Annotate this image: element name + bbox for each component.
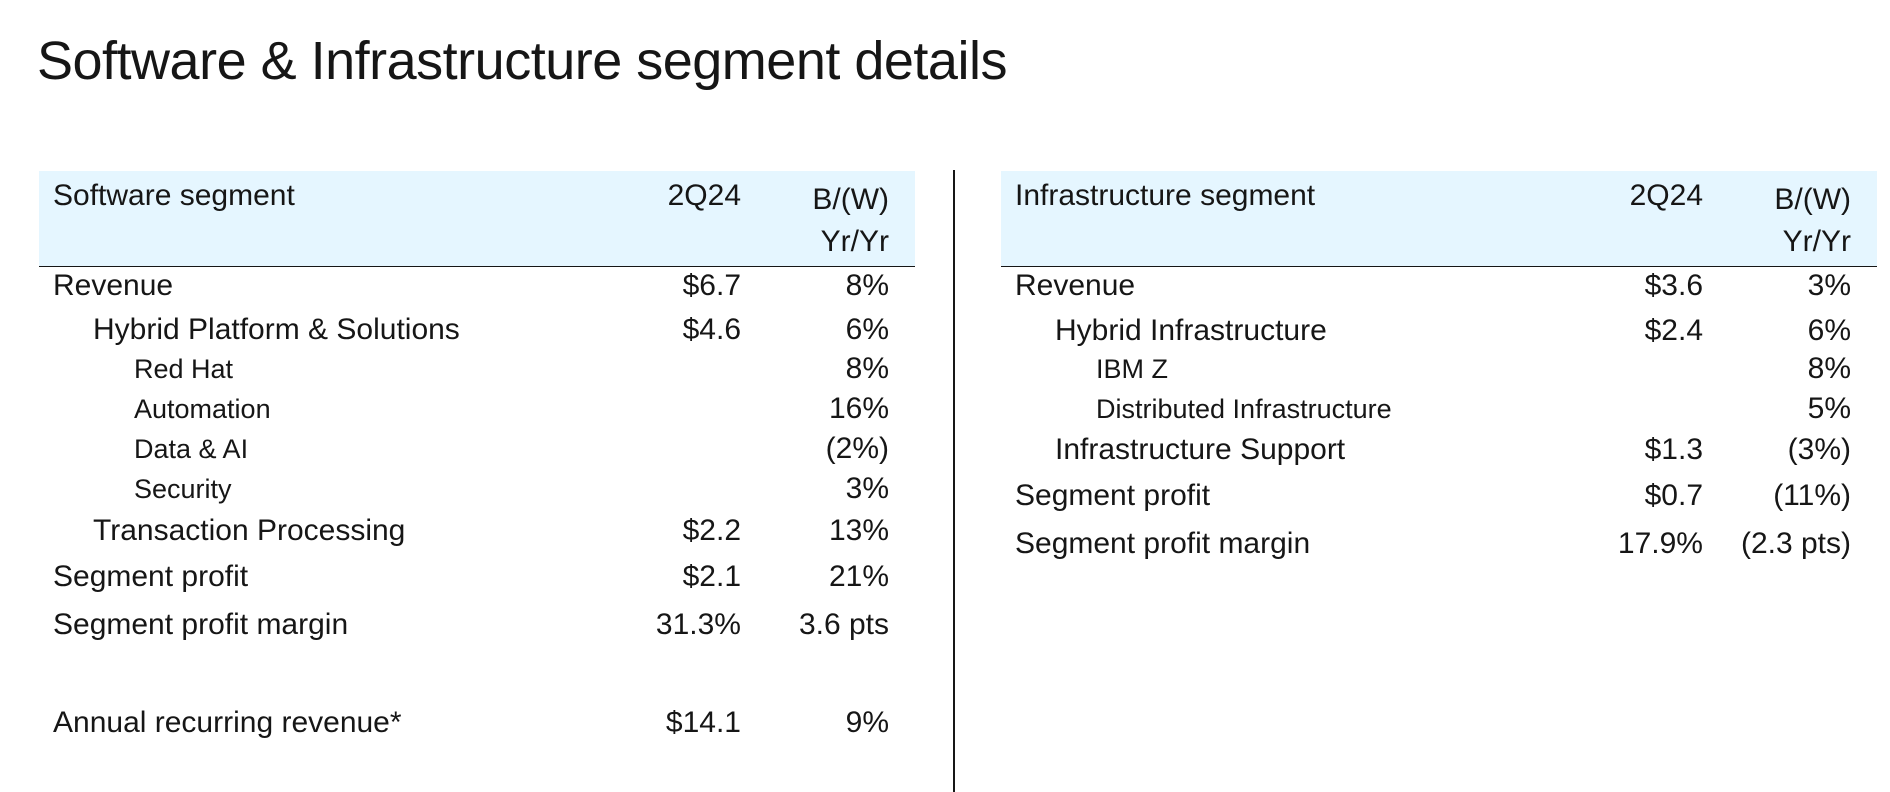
row-change: 3%: [1807, 269, 1851, 302]
row-change: (3%): [1787, 433, 1851, 466]
row-value: $2.4: [1644, 314, 1703, 347]
row-label: Revenue: [53, 269, 174, 302]
row-change: 5%: [1807, 392, 1851, 425]
row-value: $3.6: [1644, 269, 1703, 302]
table-row: Segment profit margin 17.9% (2.3 pts): [1001, 527, 1877, 573]
table-row: Security 3%: [39, 472, 915, 514]
table-row: Annual recurring revenue* $14.1 9%: [39, 706, 915, 750]
software-segment-table: Software segment 2Q24 B/(W) Yr/Yr Revenu…: [39, 171, 915, 750]
table-row: Segment profit $0.7 (11%): [1001, 479, 1877, 527]
table-row: Data & AI (2%): [39, 432, 915, 472]
row-label: IBM Z: [1096, 354, 1168, 384]
software-header-change: B/(W) Yr/Yr: [812, 179, 889, 263]
infrastructure-header-period: 2Q24: [1629, 179, 1703, 212]
row-label: Red Hat: [134, 354, 234, 384]
row-value: 17.9%: [1617, 527, 1703, 560]
row-value: $14.1: [665, 706, 741, 739]
table-row: Infrastructure Support $1.3 (3%): [1001, 433, 1877, 479]
row-label: Automation: [134, 394, 271, 424]
software-header-period: 2Q24: [667, 179, 741, 212]
row-label: Security: [134, 474, 232, 504]
infrastructure-header-change: B/(W) Yr/Yr: [1774, 179, 1851, 263]
row-change: (2.3 pts): [1740, 527, 1851, 560]
row-change: (2%): [825, 432, 889, 465]
infrastructure-segment-table: Infrastructure segment 2Q24 B/(W) Yr/Yr …: [1001, 171, 1877, 573]
table-row: Automation 16%: [39, 392, 915, 432]
row-label: Segment profit margin: [53, 608, 349, 641]
row-change: 6%: [1807, 314, 1851, 347]
column-divider: [953, 170, 955, 792]
row-value: $1.3: [1644, 433, 1703, 466]
table-row: Segment profit margin 31.3% 3.6 pts: [39, 608, 915, 706]
table-row: Hybrid Platform & Solutions $4.6 6%: [39, 311, 915, 352]
table-row: Distributed Infrastructure 5%: [1001, 392, 1877, 433]
row-value: $2.2: [682, 514, 741, 547]
row-label: Segment profit: [53, 560, 249, 593]
row-value: $2.1: [682, 560, 741, 593]
row-change: 9%: [845, 706, 889, 739]
row-value: $6.7: [682, 269, 741, 302]
row-label: Transaction Processing: [93, 514, 406, 547]
row-label: Hybrid Platform & Solutions: [93, 313, 460, 346]
row-value: $4.6: [682, 313, 741, 346]
software-header-name: Software segment: [53, 179, 295, 212]
table-row: Hybrid Infrastructure $2.4 6%: [1001, 312, 1877, 352]
row-label: Revenue: [1015, 269, 1136, 302]
row-label: Segment profit: [1015, 479, 1211, 512]
software-header-change-line2: Yr/Yr: [820, 225, 889, 258]
row-change: 8%: [845, 352, 889, 385]
table-row: Red Hat 8%: [39, 352, 915, 392]
row-label: Annual recurring revenue*: [53, 706, 402, 739]
table-row: Revenue $3.6 3%: [1001, 267, 1877, 312]
row-label: Infrastructure Support: [1055, 433, 1346, 466]
row-change: (11%): [1773, 479, 1851, 512]
row-change: 21%: [828, 560, 889, 593]
infrastructure-header-change-line2: Yr/Yr: [1782, 225, 1851, 258]
row-change: 3.6 pts: [798, 608, 889, 641]
infrastructure-table-header: Infrastructure segment 2Q24 B/(W) Yr/Yr: [1001, 171, 1877, 267]
row-value: $0.7: [1644, 479, 1703, 512]
table-row: Segment profit $2.1 21%: [39, 560, 915, 608]
row-change: 8%: [845, 269, 889, 302]
software-header-change-line1: B/(W): [812, 183, 889, 216]
page-title: Software & Infrastructure segment detail…: [37, 31, 1007, 91]
row-change: 3%: [845, 472, 889, 505]
row-value: 31.3%: [655, 608, 741, 641]
row-change: 6%: [845, 313, 889, 346]
infrastructure-header-change-line1: B/(W): [1774, 183, 1851, 216]
table-row: IBM Z 8%: [1001, 352, 1877, 392]
row-change: 16%: [828, 392, 889, 425]
row-label: Data & AI: [134, 434, 249, 464]
row-label: Hybrid Infrastructure: [1055, 314, 1327, 347]
infrastructure-header-name: Infrastructure segment: [1015, 179, 1316, 212]
software-table-header: Software segment 2Q24 B/(W) Yr/Yr: [39, 171, 915, 267]
table-row: Revenue $6.7 8%: [39, 267, 915, 311]
row-change: 8%: [1807, 352, 1851, 385]
row-label: Distributed Infrastructure: [1096, 394, 1392, 424]
row-change: 13%: [828, 514, 889, 547]
table-row: Transaction Processing $2.2 13%: [39, 514, 915, 560]
row-label: Segment profit margin: [1015, 527, 1311, 560]
